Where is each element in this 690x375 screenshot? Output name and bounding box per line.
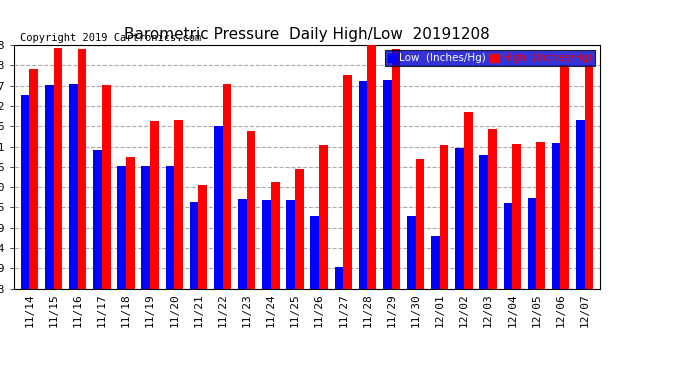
Bar: [93, 150, 102, 289]
Bar: [488, 129, 497, 289]
Bar: [359, 81, 367, 289]
Bar: [78, 49, 86, 289]
Bar: [271, 182, 279, 289]
Bar: [391, 49, 400, 289]
Bar: [45, 85, 54, 289]
Bar: [464, 112, 473, 289]
Bar: [335, 267, 343, 289]
Bar: [343, 75, 352, 289]
Bar: [69, 84, 78, 289]
Bar: [117, 166, 126, 289]
Bar: [310, 216, 319, 289]
Bar: [199, 185, 207, 289]
Bar: [407, 216, 415, 289]
Bar: [536, 142, 545, 289]
Bar: [141, 166, 150, 289]
Bar: [166, 166, 175, 289]
Bar: [54, 48, 62, 289]
Bar: [504, 202, 512, 289]
Bar: [30, 69, 38, 289]
Bar: [367, 40, 376, 289]
Bar: [552, 144, 560, 289]
Bar: [528, 198, 536, 289]
Bar: [576, 120, 584, 289]
Bar: [431, 236, 440, 289]
Bar: [238, 198, 247, 289]
Bar: [584, 65, 593, 289]
Bar: [480, 155, 488, 289]
Bar: [262, 200, 271, 289]
Legend: Low  (Inches/Hg), High  (Inches/Hg): Low (Inches/Hg), High (Inches/Hg): [385, 50, 595, 66]
Bar: [440, 145, 449, 289]
Bar: [383, 80, 391, 289]
Bar: [150, 121, 159, 289]
Bar: [214, 126, 223, 289]
Bar: [102, 85, 110, 289]
Bar: [560, 65, 569, 289]
Bar: [247, 131, 255, 289]
Bar: [415, 159, 424, 289]
Bar: [295, 169, 304, 289]
Bar: [21, 95, 30, 289]
Bar: [190, 202, 199, 289]
Text: Copyright 2019 Cartronics.com: Copyright 2019 Cartronics.com: [19, 33, 201, 43]
Bar: [126, 157, 135, 289]
Bar: [223, 84, 231, 289]
Title: Barometric Pressure  Daily High/Low  20191208: Barometric Pressure Daily High/Low 20191…: [124, 27, 490, 42]
Bar: [286, 200, 295, 289]
Bar: [455, 148, 464, 289]
Bar: [319, 145, 328, 289]
Bar: [175, 120, 183, 289]
Bar: [512, 144, 521, 289]
